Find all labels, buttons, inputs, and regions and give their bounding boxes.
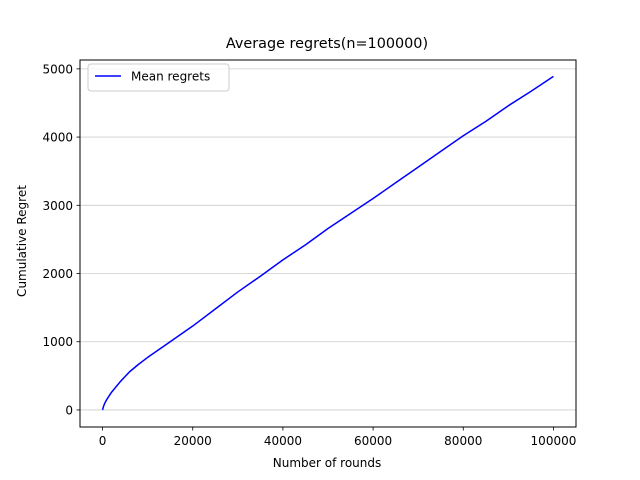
x-axis-ticks: 0 20000 40000 60000 80000 100000 bbox=[99, 427, 577, 448]
chart-title: Average regrets(n=100000) bbox=[226, 36, 428, 52]
y-tick-label: 0 bbox=[65, 403, 73, 417]
y-axis-label: Cumulative Regret bbox=[15, 185, 29, 297]
y-tick-label: 3000 bbox=[42, 199, 73, 213]
y-axis-ticks: 0 1000 2000 3000 4000 5000 bbox=[42, 62, 80, 417]
y-tick-label: 5000 bbox=[42, 62, 73, 76]
legend: Mean regrets bbox=[87, 63, 230, 92]
x-tick-label: 80000 bbox=[444, 434, 482, 448]
series-line-mean-regrets bbox=[101, 75, 554, 411]
x-tick-label: 20000 bbox=[174, 434, 212, 448]
x-tick-label: 0 bbox=[99, 434, 107, 448]
x-axis-label: Number of rounds bbox=[273, 456, 382, 470]
x-tick-label: 100000 bbox=[531, 434, 577, 448]
y-tick-label: 1000 bbox=[42, 335, 73, 349]
x-tick-label: 60000 bbox=[354, 434, 392, 448]
grid-layer bbox=[80, 68, 576, 411]
legend-box bbox=[87, 63, 230, 92]
plot-frame bbox=[79, 59, 577, 428]
legend-label-mean-regrets: Mean regrets bbox=[131, 70, 210, 84]
y-tick-label: 4000 bbox=[42, 131, 73, 145]
y-tick-label: 2000 bbox=[42, 267, 73, 281]
line-layer bbox=[101, 75, 554, 411]
x-tick-label: 40000 bbox=[264, 434, 302, 448]
